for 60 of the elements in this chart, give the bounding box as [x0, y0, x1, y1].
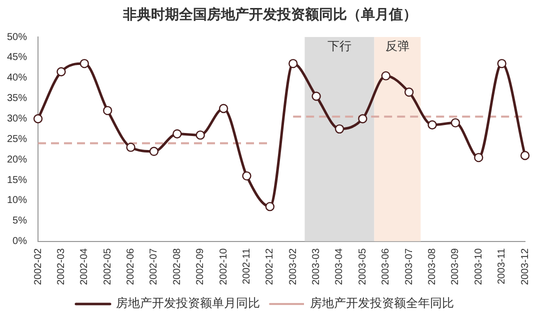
- x-tick-label: 2003-08: [426, 248, 438, 286]
- x-tick-label: 2002-02: [32, 248, 44, 286]
- y-tick-label: 45%: [7, 52, 28, 64]
- point: [218, 104, 228, 114]
- point: [334, 124, 344, 134]
- point: [450, 118, 460, 128]
- point: [288, 58, 298, 68]
- y-tick-label: 40%: [7, 72, 28, 84]
- y-tick-label: 35%: [7, 93, 28, 104]
- point: [358, 114, 368, 124]
- x-tick-label: 2002-08: [172, 248, 183, 286]
- point: [474, 152, 484, 162]
- x-tick-label: 2003-12: [520, 248, 531, 286]
- point: [265, 202, 275, 212]
- x-tick-label: 2003-03: [311, 248, 322, 286]
- x-tick-label: 2002-09: [195, 248, 206, 286]
- x-tick-label: 2002-04: [79, 248, 90, 286]
- point: [404, 88, 414, 97]
- x-tick-label: 2003-09: [450, 248, 462, 286]
- y-tick-label: 25%: [7, 134, 28, 145]
- band-label: 反弹: [385, 39, 410, 54]
- point: [149, 146, 159, 156]
- x-tick-label: 2003-05: [357, 248, 368, 286]
- y-tick-label: 50%: [7, 32, 28, 43]
- y-tick-label: 0%: [12, 236, 28, 248]
- x-tick-label: 2003-04: [334, 248, 346, 286]
- chart-title: 非典时期全国房地产开发投资额同比（单月值）: [122, 6, 418, 25]
- x-tick-label: 2002-05: [102, 248, 114, 286]
- point: [520, 150, 530, 160]
- x-tick-label: 2002-10: [218, 248, 230, 286]
- x-tick-label: 2002-07: [148, 248, 160, 286]
- x-tick-label: 2002-11: [241, 248, 252, 284]
- y-tick-label: 5%: [12, 216, 28, 227]
- point: [428, 120, 437, 130]
- x-tick-label: 2003-06: [380, 248, 392, 286]
- x-tick-label: 2003-11: [496, 248, 508, 284]
- x-tick-label: 2002-06: [126, 248, 137, 286]
- x-tick-label: 2003-02: [288, 248, 299, 286]
- legend-label: 房地产开发投资额全年同比: [310, 296, 454, 310]
- x-tick-label: 2002-12: [264, 248, 276, 286]
- x-tick-label: 2003-10: [473, 248, 484, 286]
- point: [56, 67, 66, 76]
- y-tick-label: 10%: [7, 195, 28, 206]
- point: [312, 92, 321, 101]
- point: [80, 58, 89, 68]
- point: [497, 58, 506, 68]
- point: [196, 130, 205, 140]
- point: [381, 71, 390, 80]
- band-label: 下行: [327, 39, 352, 54]
- y-tick-label: 15%: [7, 174, 28, 186]
- x-tick-label: 2002-03: [56, 248, 67, 286]
- point: [172, 129, 182, 138]
- point: [102, 106, 112, 116]
- y-tick-label: 20%: [7, 154, 28, 166]
- legend-label: 房地产开发投资额单月同比: [116, 296, 260, 310]
- x-tick-label: 2003-07: [404, 248, 415, 286]
- y-tick-label: 30%: [7, 113, 28, 124]
- point: [242, 171, 252, 181]
- point: [126, 142, 136, 152]
- point: [33, 114, 43, 124]
